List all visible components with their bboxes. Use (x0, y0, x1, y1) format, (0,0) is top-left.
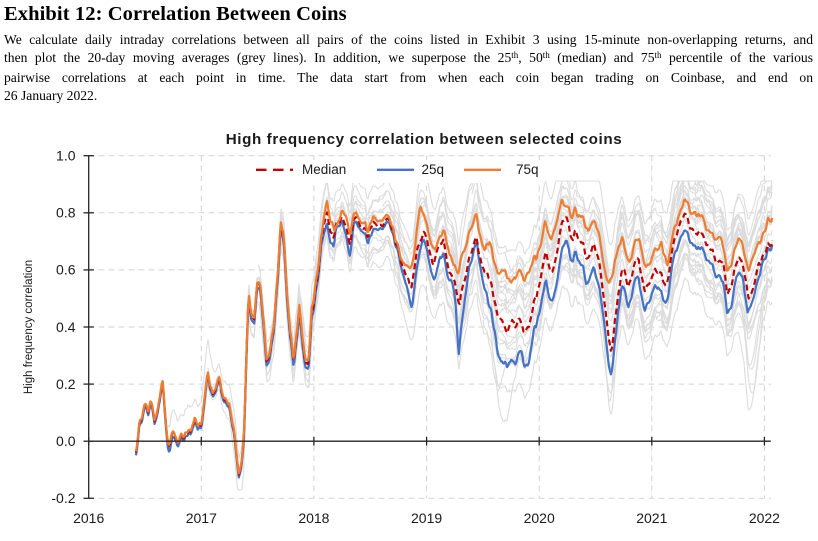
svg-text:0.4: 0.4 (56, 319, 76, 335)
svg-text:25q: 25q (422, 162, 445, 177)
svg-text:0.8: 0.8 (56, 205, 76, 221)
svg-text:High frequency correlation: High frequency correlation (23, 260, 35, 394)
svg-text:0.2: 0.2 (56, 376, 76, 392)
svg-text:Median: Median (302, 162, 346, 177)
svg-text:1.0: 1.0 (56, 148, 76, 164)
svg-text:2021: 2021 (636, 510, 667, 526)
svg-text:2016: 2016 (73, 510, 104, 526)
svg-text:2019: 2019 (411, 510, 442, 526)
svg-text:2017: 2017 (186, 510, 217, 526)
svg-text:High frequency correlation bet: High frequency correlation between selec… (226, 131, 623, 148)
svg-text:2020: 2020 (524, 510, 555, 526)
svg-text:75q: 75q (516, 162, 539, 177)
svg-text:2018: 2018 (298, 510, 329, 526)
svg-text:2022: 2022 (749, 510, 780, 526)
svg-text:0.6: 0.6 (56, 262, 76, 278)
svg-text:-0.2: -0.2 (51, 490, 75, 506)
svg-text:0.0: 0.0 (56, 433, 76, 449)
